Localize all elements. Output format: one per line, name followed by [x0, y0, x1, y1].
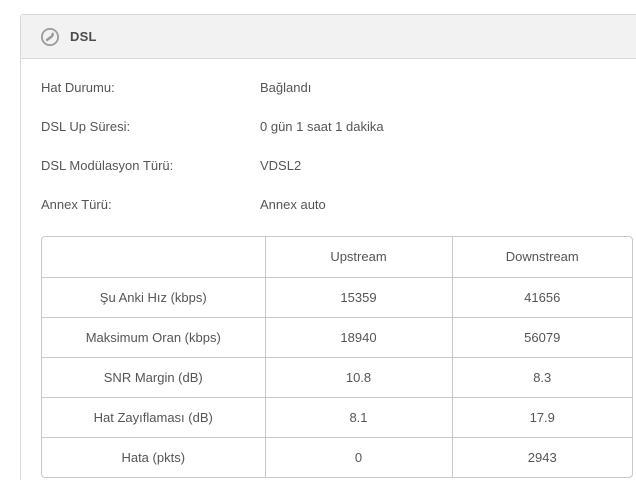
table-row-max-rate: Maksimum Oran (kbps) 18940 56079 — [42, 316, 632, 357]
upstream-value: 15359 — [264, 276, 452, 317]
table-row-errors: Hata (pkts) 0 2943 — [42, 436, 632, 477]
dsl-card-header: DSL — [21, 15, 636, 59]
downstream-value: 17.9 — [451, 396, 632, 437]
dsl-status-card: DSL Hat Durumu: Bağlandı DSL Up Süresi: … — [20, 14, 636, 480]
dsl-card-body: Hat Durumu: Bağlandı DSL Up Süresi: 0 gü… — [21, 59, 636, 480]
col-header-upstream: Upstream — [264, 237, 452, 277]
row-label: Şu Anki Hız (kbps) — [42, 276, 265, 317]
downstream-value: 41656 — [451, 276, 632, 317]
info-label: DSL Up Süresi: — [41, 119, 131, 134]
upstream-value: 0 — [264, 436, 452, 477]
table-row-line-attenuation: Hat Zayıflaması (dB) 8.1 17.9 — [42, 396, 632, 437]
info-row-uptime: DSL Up Süresi: 0 gün 1 saat 1 dakika — [41, 119, 636, 134]
table-row-snr-margin: SNR Margin (dB) 10.8 8.3 — [42, 356, 632, 397]
info-row-annex: Annex Türü: Annex auto — [41, 197, 636, 212]
col-header-downstream: Downstream — [451, 237, 632, 277]
downstream-value: 2943 — [451, 436, 632, 477]
upstream-value: 8.1 — [264, 396, 452, 437]
info-value: Bağlandı — [260, 80, 312, 95]
info-label: Hat Durumu: — [41, 80, 115, 95]
gauge-icon — [40, 27, 60, 46]
row-label: Maksimum Oran (kbps) — [42, 316, 265, 357]
dsl-stats-table: Upstream Downstream Şu Anki Hız (kbps) 1… — [41, 236, 633, 478]
upstream-value: 18940 — [264, 316, 452, 357]
row-label: SNR Margin (dB) — [42, 356, 265, 397]
upstream-value: 10.8 — [264, 356, 452, 397]
info-value: VDSL2 — [260, 158, 302, 173]
info-label: Annex Türü: — [41, 197, 112, 212]
info-row-line-status: Hat Durumu: Bağlandı — [41, 80, 636, 95]
row-label: Hata (pkts) — [42, 436, 265, 477]
table-row-current-rate: Şu Anki Hız (kbps) 15359 41656 — [42, 276, 632, 317]
info-label: DSL Modülasyon Türü: — [41, 158, 174, 173]
row-label: Hat Zayıflaması (dB) — [42, 396, 265, 437]
col-header-empty — [42, 237, 265, 277]
downstream-value: 56079 — [451, 316, 632, 357]
info-row-modulation: DSL Modülasyon Türü: VDSL2 — [41, 158, 636, 173]
downstream-value: 8.3 — [451, 356, 632, 397]
card-title: DSL — [70, 29, 97, 44]
table-header-row: Upstream Downstream — [42, 237, 632, 277]
info-value: Annex auto — [260, 197, 326, 212]
info-value: 0 gün 1 saat 1 dakika — [260, 119, 384, 134]
